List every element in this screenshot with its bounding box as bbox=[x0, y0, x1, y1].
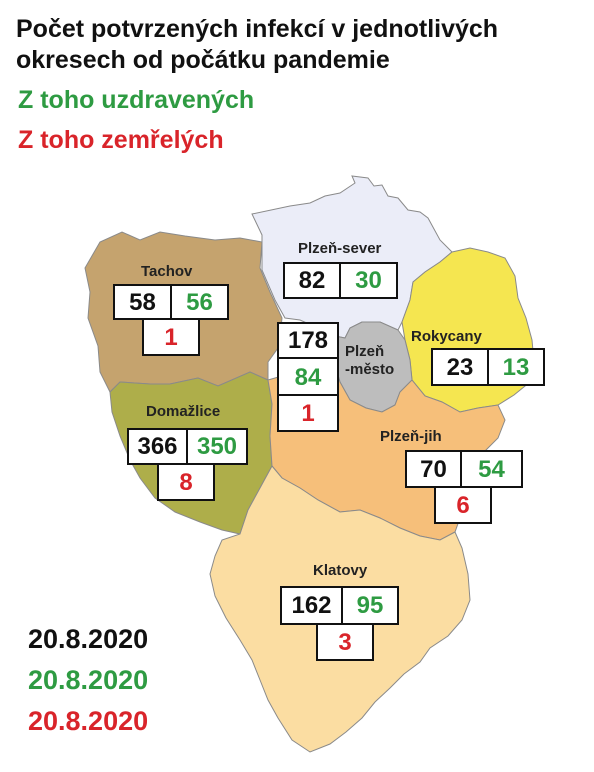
domazlice-recovered-box: 350 bbox=[186, 428, 248, 465]
label-klatovy: Klatovy bbox=[313, 562, 368, 579]
domazlice-recovered: 350 bbox=[196, 433, 238, 460]
plzen-jih-recovered: 54 bbox=[478, 456, 505, 483]
plzen-jih-deaths-box: 6 bbox=[434, 486, 492, 524]
klatovy-confirmed: 162 bbox=[291, 592, 332, 619]
plzen-sever-recovered-box: 30 bbox=[339, 262, 398, 299]
domazlice-deaths: 8 bbox=[179, 469, 193, 496]
label-plzen-mesto: Plzeň -město bbox=[345, 343, 394, 379]
rokycany-confirmed: 23 bbox=[446, 354, 474, 381]
plzen-sever-confirmed-box: 82 bbox=[283, 262, 341, 299]
plzen-mesto-confirmed-box: 178 bbox=[277, 322, 339, 359]
tachov-recovered: 56 bbox=[186, 289, 213, 316]
label-rokycany: Rokycany bbox=[411, 328, 482, 345]
legend-recovered: Z toho uzdravených bbox=[18, 86, 255, 114]
plzen-sever-confirmed: 82 bbox=[298, 267, 326, 294]
plzen-jih-deaths: 6 bbox=[456, 492, 470, 519]
tachov-deaths-box: 1 bbox=[142, 318, 200, 356]
map-title: Počet potvrzených infekcí v jednotlivých… bbox=[16, 14, 498, 76]
label-domazlice: Domažlice bbox=[146, 403, 221, 420]
tachov-deaths: 1 bbox=[164, 324, 178, 351]
label-tachov: Tachov bbox=[141, 263, 193, 280]
title-line-1: Počet potvrzených infekcí v jednotlivých bbox=[16, 15, 499, 43]
rokycany-recovered: 13 bbox=[502, 354, 530, 381]
label-plzen-jih: Plzeň-jih bbox=[380, 428, 442, 445]
title-line-2: okresech od počátku pandemie bbox=[16, 46, 390, 74]
plzen-mesto-recovered: 84 bbox=[294, 364, 322, 391]
plzen-jih-recovered-box: 54 bbox=[460, 450, 523, 488]
klatovy-confirmed-box: 162 bbox=[280, 586, 343, 625]
plzen-mesto-confirmed: 178 bbox=[287, 327, 329, 354]
klatovy-deaths: 3 bbox=[338, 629, 352, 656]
klatovy-deaths-box: 3 bbox=[316, 623, 374, 661]
plzen-mesto-deaths: 1 bbox=[301, 400, 315, 427]
klatovy-recovered-box: 95 bbox=[341, 586, 399, 625]
label-plzen-sever: Plzeň-sever bbox=[298, 240, 382, 257]
tachov-recovered-box: 56 bbox=[170, 284, 229, 320]
label-plzen-mesto-line2: -město bbox=[345, 361, 395, 378]
domazlice-confirmed: 366 bbox=[137, 433, 178, 460]
tachov-confirmed: 58 bbox=[129, 289, 156, 316]
label-plzen-mesto-line1: Plzeň bbox=[345, 343, 385, 360]
domazlice-confirmed-box: 366 bbox=[127, 428, 188, 465]
date-recovered: 20.8.2020 bbox=[28, 665, 149, 695]
legend-deaths: Z toho zemřelých bbox=[18, 126, 224, 154]
plzen-mesto-recovered-box: 84 bbox=[277, 357, 339, 396]
tachov-confirmed-box: 58 bbox=[113, 284, 172, 320]
date-confirmed: 20.8.2020 bbox=[28, 624, 149, 654]
rokycany-recovered-box: 13 bbox=[487, 348, 545, 386]
plzen-jih-confirmed: 70 bbox=[420, 456, 447, 483]
plzen-mesto-deaths-box: 1 bbox=[277, 394, 339, 432]
rokycany-confirmed-box: 23 bbox=[431, 348, 489, 386]
plzen-sever-recovered: 30 bbox=[355, 267, 382, 294]
klatovy-recovered: 95 bbox=[356, 592, 384, 619]
date-deaths: 20.8.2020 bbox=[28, 706, 149, 736]
domazlice-deaths-box: 8 bbox=[157, 463, 215, 501]
plzen-jih-confirmed-box: 70 bbox=[405, 450, 462, 488]
